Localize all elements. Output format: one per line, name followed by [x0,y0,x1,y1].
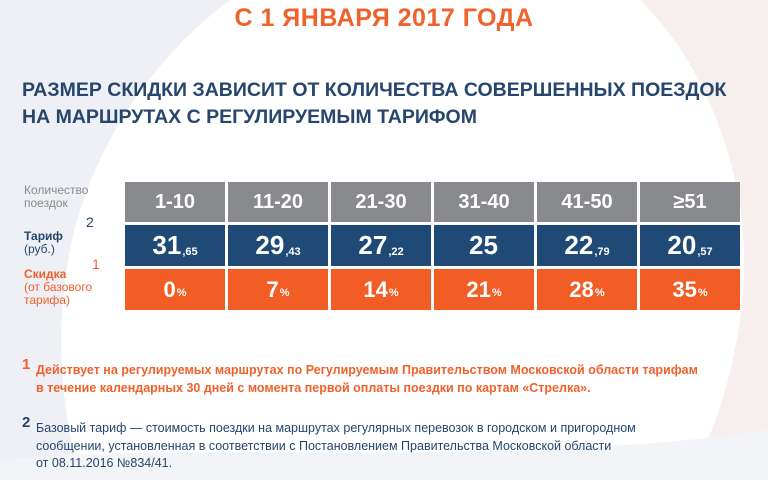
tariff-kopecks: ,79 [594,245,610,258]
tariff-cell: 31,65 [125,225,225,266]
tariff-cell: 29,43 [228,225,328,266]
tariff-footnote-mark: 2 [86,214,94,230]
discount-cell: 21% [434,269,534,310]
tariff-kopecks: ,65 [182,245,198,258]
tariff-rubles: 25 [469,230,498,260]
trips-cell: ≥51 [640,182,740,222]
tariff-cell: 25 [434,225,534,266]
tariff-kopecks: ,43 [285,245,301,258]
trips-cell: 11-20 [228,182,328,222]
trips-cell: 21-30 [331,182,431,222]
footnote-2-mark: 2 [22,414,31,431]
footnote-1: Действует на регулируемых маршрутах по Р… [36,363,698,395]
discount-cell: 0% [125,269,225,310]
tariff-rubles: 22 [564,230,594,260]
trips-cell: 41-50 [537,182,637,222]
discount-label: Скидка (от базового тарифа) [24,267,93,307]
discount-cell: 28% [537,269,637,310]
tariff-label: Тариф (руб.) [24,229,63,256]
headline-line-2: НА МАРШРУТАХ С РЕГУЛИРУЕМЫМ ТАРИФОМ [22,106,477,128]
tariff-cell: 27,22 [331,225,431,266]
date-title: С 1 ЯНВАРЯ 2017 ГОДА [234,4,534,32]
tariff-row: 31,65 29,43 27,22 25 22,79 20,57 [125,225,740,266]
discount-cell: 35% [640,269,740,310]
trips-cell: 31-40 [434,182,534,222]
footnote-2: Базовый тариф — стоимость поездки на мар… [36,421,636,470]
discount-footnote-mark: 1 [92,256,100,272]
trips-count-label: Количество поездок [24,183,89,210]
headline: РАЗМЕР СКИДКИ ЗАВИСИТ ОТ КОЛИЧЕСТВА СОВЕ… [22,77,762,131]
tariff-cell: 20,57 [640,225,740,266]
headline-line-1: РАЗМЕР СКИДКИ ЗАВИСИТ ОТ КОЛИЧЕСТВА СОВЕ… [22,79,727,101]
tariff-rubles: 31 [152,230,182,260]
tariff-rubles: 29 [255,230,285,260]
trips-cell: 1-10 [125,182,225,222]
discount-row: 0% 7% 14% 21% 28% 35% [125,269,740,310]
tariff-table: 1-10 11-20 21-30 31-40 41-50 ≥51 31,65 2… [125,182,740,313]
tariff-rubles: 20 [667,230,697,260]
discount-cell: 14% [331,269,431,310]
tariff-rubles: 27 [358,230,388,260]
discount-cell: 7% [228,269,328,310]
trips-row: 1-10 11-20 21-30 31-40 41-50 ≥51 [125,182,740,222]
tariff-cell: 22,79 [537,225,637,266]
footnote-1-mark: 1 [22,356,31,373]
tariff-kopecks: ,22 [388,245,404,258]
tariff-kopecks: ,57 [697,245,713,258]
